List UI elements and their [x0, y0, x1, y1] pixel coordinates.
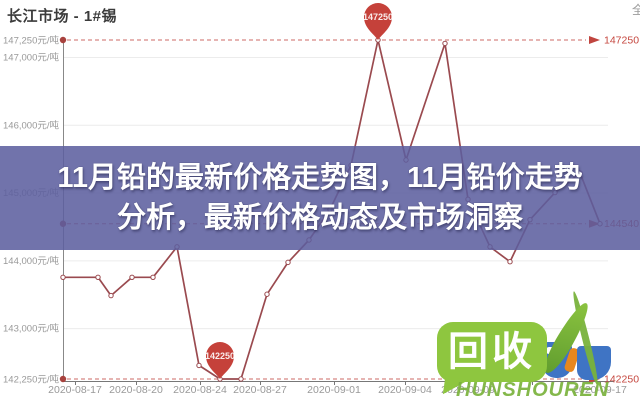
y-axis-label: 146,000元/吨 — [3, 119, 59, 131]
watermark-logo: 回收 HUNSHOUREN — [430, 290, 640, 400]
chart-title: 长江市场 - 1#锡 — [7, 8, 118, 25]
markline-value-label: 147250 — [604, 35, 639, 47]
pin-value-label: 142250 — [205, 351, 235, 361]
x-axis-label: 2020-09-09 — [441, 384, 495, 396]
data-point-marker — [238, 376, 244, 382]
y-axis-label: 144,000元/吨 — [3, 255, 59, 267]
x-axis-label: 2020-08-17 — [48, 384, 102, 396]
y-axis-label: 147,250元/吨 — [3, 35, 59, 47]
data-point-marker — [95, 274, 101, 280]
brand-text: HUNSHOUREN — [456, 379, 610, 400]
markline-arrow-icon — [589, 36, 600, 44]
x-axis-label: 2020-08-20 — [109, 384, 163, 396]
x-axis-label: 2020-09-04 — [378, 384, 432, 396]
data-point-marker — [285, 259, 291, 266]
headline-line2: 分析，最新价格动态及市场洞察 — [116, 202, 523, 234]
y-axis-label: 147,000元/吨 — [3, 51, 59, 63]
data-point-marker — [196, 362, 202, 369]
y-axis-label: 143,000元/吨 — [3, 323, 59, 335]
pin-value-label: 147250 — [363, 12, 393, 22]
markline-value-label: 142250 — [604, 374, 639, 386]
x-axis-label: 2020-08-27 — [233, 384, 287, 396]
data-point-marker — [150, 274, 156, 280]
data-point-marker — [60, 274, 66, 280]
data-point-marker — [108, 292, 114, 299]
recycle-speech-bubble: 回收 — [437, 322, 547, 382]
data-point-marker — [129, 274, 135, 280]
headline-banner-overlay: 11月铅的最新价格走势图，11月铅价走势 分析，最新价格动态及市场洞察 — [0, 146, 640, 250]
data-point-marker — [507, 259, 513, 265]
max-pin-icon — [364, 3, 392, 40]
headline-line1: 11月铅的最新价格走势图，11月铅价走势 — [57, 162, 583, 194]
x-axis-label: 2020-09-17 — [573, 384, 627, 396]
x-axis-label: 2020-09-01 — [307, 384, 361, 396]
x-axis-label: 2020-08-24 — [173, 384, 227, 396]
markline-start-dot — [59, 375, 67, 383]
y-axis-label: 142,250元/吨 — [3, 374, 59, 386]
bubble-text: 回收 — [448, 330, 536, 374]
data-point-marker — [442, 40, 448, 47]
data-point-marker — [264, 291, 270, 297]
corner-partial-glyph: 全 — [631, 3, 640, 17]
markline-start-dot — [59, 36, 67, 44]
min-pin-icon — [206, 342, 234, 379]
